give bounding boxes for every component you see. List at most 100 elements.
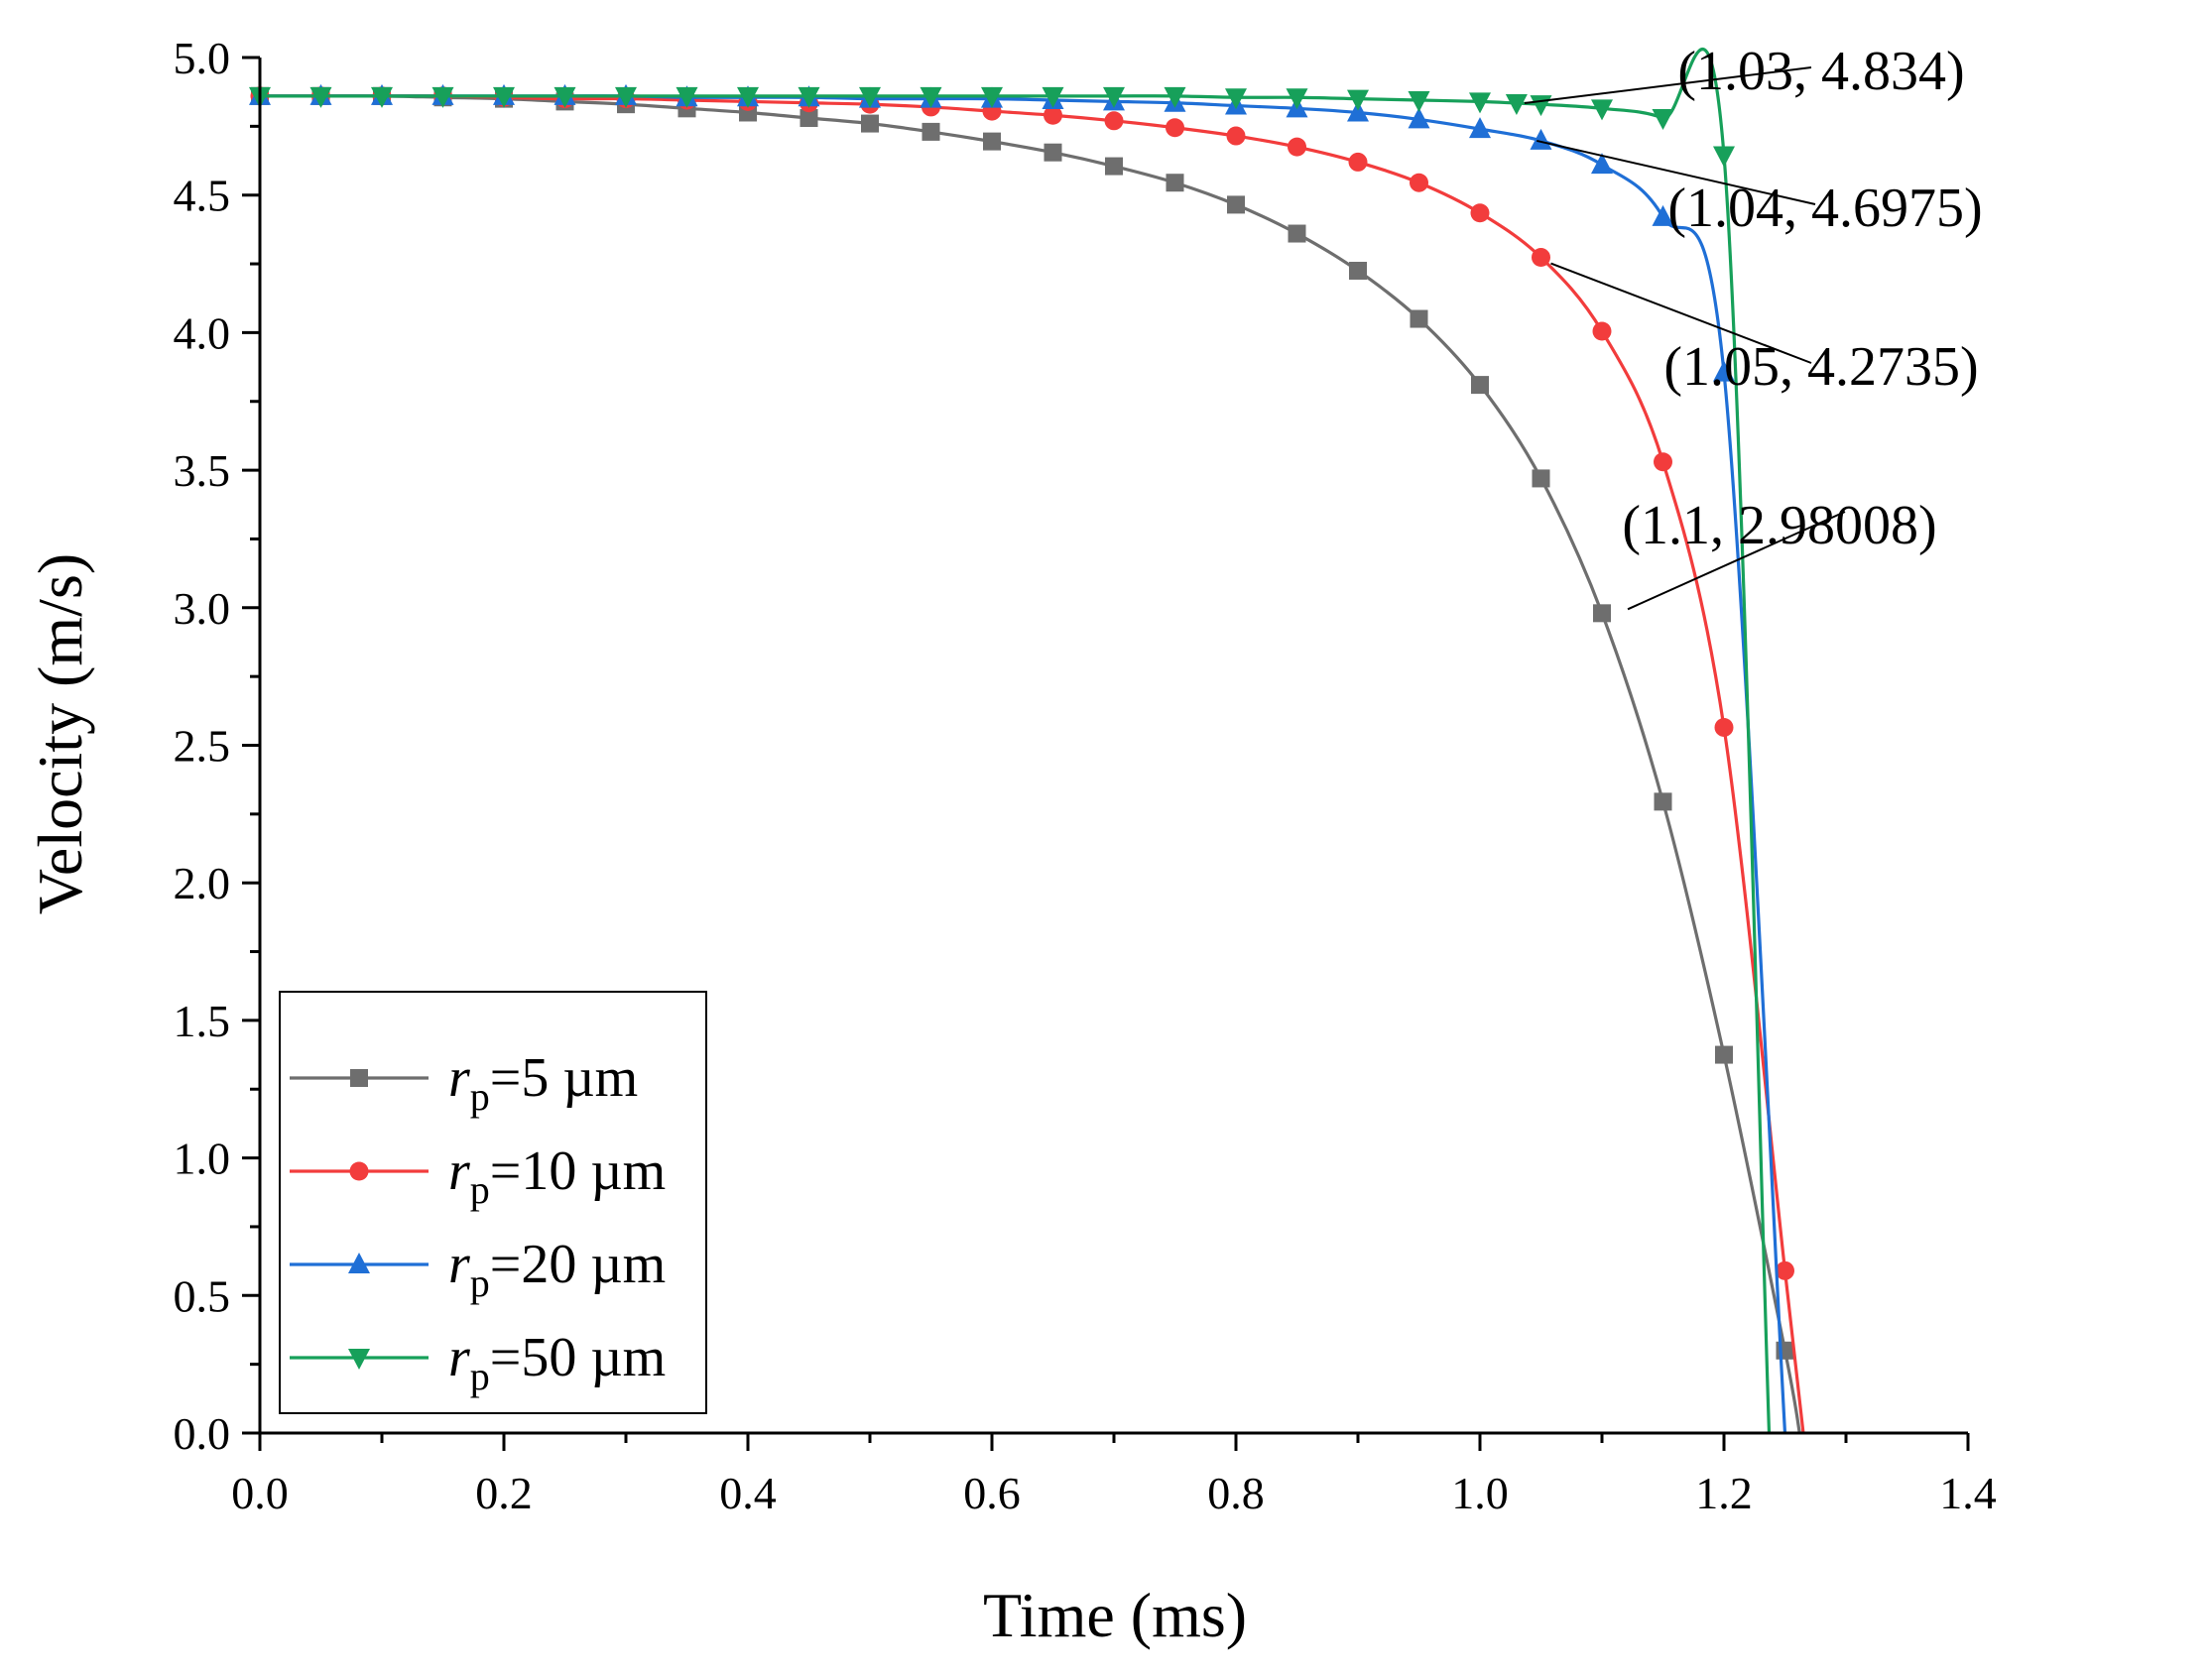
data-point	[1713, 360, 1735, 382]
data-point	[1654, 452, 1672, 472]
legend-entry: rp=5 µm	[290, 1047, 638, 1119]
data-point	[861, 114, 879, 133]
annotation-1: (1.03, 4.834)	[1524, 41, 1965, 105]
data-point	[1225, 88, 1247, 110]
data-point	[676, 86, 698, 108]
data-point	[1103, 86, 1125, 108]
data-point	[1286, 88, 1308, 110]
data-point	[1505, 94, 1528, 116]
data-point	[1226, 126, 1246, 146]
data-point	[920, 86, 942, 108]
data-point	[1714, 717, 1734, 737]
data-point	[615, 86, 637, 108]
data-point	[1652, 109, 1674, 131]
data-point	[1593, 604, 1611, 623]
x-axis-title: Time (ms)	[983, 1580, 1247, 1650]
x-tick-label: 1.2	[1695, 1468, 1753, 1518]
data-point	[493, 86, 515, 108]
data-point	[1288, 137, 1306, 157]
data-point	[1105, 157, 1123, 176]
data-point	[1349, 261, 1367, 280]
annotation-label: (1.05, 4.2735)	[1663, 336, 1978, 398]
x-tick-label: 0.8	[1207, 1468, 1265, 1518]
data-point	[1164, 86, 1186, 108]
data-point	[1347, 89, 1369, 111]
data-point	[1532, 469, 1550, 488]
annotation-label: (1.03, 4.834)	[1677, 41, 1964, 102]
x-tick-label: 0.6	[963, 1468, 1021, 1518]
annotation-leader-line	[1524, 66, 1812, 105]
y-tick-label: 0.0	[174, 1408, 231, 1459]
data-point	[553, 86, 576, 108]
data-point	[799, 109, 818, 128]
x-tick-label: 1.0	[1451, 1468, 1509, 1518]
data-point	[798, 86, 820, 108]
legend-label: rp=20 µm	[448, 1234, 666, 1305]
legend-box	[279, 991, 707, 1414]
data-point	[309, 86, 332, 108]
legend-swatch-marker	[348, 1349, 370, 1370]
y-tick-label: 3.0	[174, 583, 231, 634]
data-point	[1410, 309, 1428, 328]
legend: rp=5 µm rp=10 µm rp=20 µm rp=50 µm	[279, 991, 707, 1414]
data-point	[1288, 224, 1306, 243]
legend-label: rp=5 µm	[448, 1047, 638, 1119]
data-point	[1592, 321, 1612, 341]
data-point	[1652, 204, 1674, 226]
data-point	[1104, 111, 1124, 131]
data-point	[1469, 92, 1491, 114]
data-point	[1532, 248, 1550, 268]
data-point	[1469, 117, 1491, 139]
axes: 0.0 0.2 0.4 0.6 0.8 1.0 1.2 1.4 0.0 0.5 1.0 1.5 2.0 2…	[174, 33, 1997, 1518]
legend-swatch-marker	[349, 1161, 369, 1181]
data-point	[1408, 107, 1430, 129]
data-point	[1654, 792, 1672, 811]
data-point	[737, 86, 759, 108]
data-point	[1042, 86, 1064, 108]
legend-label: rp=50 µm	[448, 1327, 666, 1398]
data-point	[1776, 1260, 1794, 1280]
annotation-3: (1.05, 4.2735)	[1550, 262, 1979, 398]
y-tick-label: 0.5	[174, 1270, 231, 1321]
annotation-2: (1.04, 4.6975)	[1536, 139, 1983, 239]
legend-entry: rp=10 µm	[290, 1140, 666, 1212]
legend-entry: rp=50 µm	[290, 1327, 666, 1398]
data-point	[983, 132, 1001, 151]
data-point	[1044, 143, 1062, 162]
annotation-leader-line	[1627, 511, 1846, 611]
annotation-leader-line	[1550, 262, 1812, 364]
y-tick-label: 3.5	[174, 445, 231, 496]
y-tick-label: 5.0	[174, 33, 231, 83]
y-tick-label: 2.5	[174, 721, 231, 772]
x-tick-label: 0.4	[719, 1468, 777, 1518]
legend-swatch-marker	[348, 1253, 370, 1273]
annotation-4: (1.1, 2.98008)	[1622, 495, 1937, 611]
x-tick-label: 0.2	[475, 1468, 533, 1518]
legend-label: rp=10 µm	[448, 1140, 666, 1212]
y-tick-label: 1.0	[174, 1134, 231, 1184]
annotation-label: (1.1, 2.98008)	[1622, 495, 1936, 556]
y-tick-label: 2.0	[174, 858, 231, 908]
data-point	[1408, 90, 1430, 112]
y-tick-label: 1.5	[174, 996, 231, 1046]
data-point	[371, 86, 393, 108]
data-point	[1530, 128, 1552, 150]
data-point	[1347, 100, 1369, 122]
x-tick-label: 1.4	[1939, 1468, 1997, 1518]
annotation-layer: (1.03, 4.834) (1.04, 4.6975) (1.05, 4.2735…	[1524, 41, 1983, 611]
data-point	[1713, 146, 1735, 168]
data-point	[1591, 99, 1613, 121]
y-tick-label: 4.5	[174, 171, 231, 221]
x-tick-label: 0.0	[231, 1468, 289, 1518]
y-tick-label: 4.0	[174, 307, 231, 358]
data-point	[1166, 118, 1184, 138]
data-point	[1470, 203, 1490, 223]
data-point	[1166, 174, 1184, 192]
data-point	[1044, 105, 1062, 125]
legend-entry: rp=20 µm	[290, 1234, 666, 1305]
data-point	[431, 86, 454, 108]
data-point	[1591, 153, 1613, 175]
annotation-label: (1.04, 4.6975)	[1667, 178, 1982, 239]
y-axis-title: Velocity (m/s)	[25, 553, 95, 914]
